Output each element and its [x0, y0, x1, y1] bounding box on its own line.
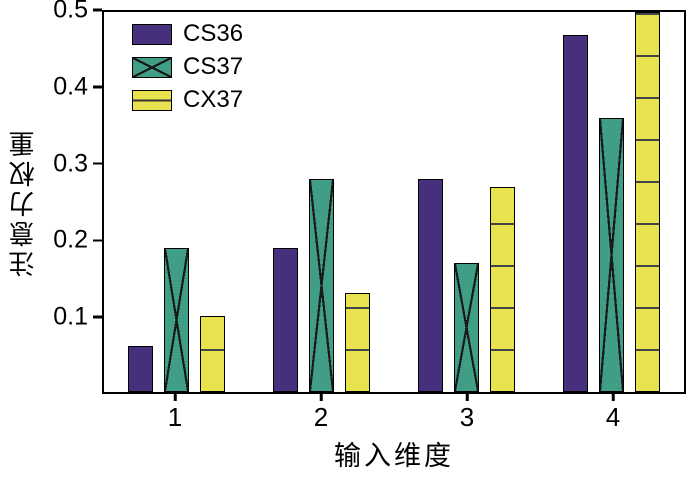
x-tick-label: 1	[167, 402, 183, 432]
y-tick-0.3: 0.3	[53, 149, 102, 178]
x-tick-label: 4	[605, 402, 621, 432]
y-tick-label: 0.4	[53, 72, 88, 101]
x-tick-1: 1	[102, 394, 248, 432]
y-tick-label: 0.5	[53, 0, 88, 24]
y-tick-mark	[93, 315, 102, 319]
bar-group-3	[394, 12, 539, 392]
y-tick-0.2: 0.2	[53, 226, 102, 255]
y-tick-mark	[93, 239, 102, 242]
y-axis-label: 注意力权重	[7, 127, 38, 277]
bar-cs37-x1	[164, 247, 189, 392]
bar-cs37-x4	[599, 118, 624, 392]
legend: CS36 CS37 CX37	[132, 20, 243, 114]
legend-item-cs36: CS36	[132, 20, 243, 48]
bar-cs36-x2	[273, 247, 298, 392]
y-tick-label: 0.3	[53, 149, 88, 178]
x-axis-label: 输入维度	[334, 441, 454, 471]
bar-cx37-x1	[200, 316, 225, 392]
x-tick-mark	[173, 394, 177, 401]
y-tick-label: 0.1	[53, 302, 88, 331]
legend-label: CS36	[183, 20, 244, 47]
bar-cs36-x4	[563, 34, 588, 392]
x-tick-mark	[611, 394, 615, 401]
x-tick-label: 3	[459, 402, 475, 432]
plot-area: CS36 CS37 CX37	[102, 10, 686, 394]
bar-cx37-x2	[345, 293, 370, 392]
legend-item-cs37: CS37	[132, 53, 243, 81]
x-tick-3: 3	[394, 394, 540, 432]
x-tick-label: 2	[313, 402, 329, 432]
bar-group-2	[249, 12, 394, 392]
legend-swatch-cs37	[132, 56, 172, 78]
bar-cs36-x3	[418, 179, 443, 392]
bar-cx37-x4	[635, 12, 660, 392]
x-axis: 1 2 3 4	[102, 394, 686, 432]
y-axis-label-cell: 注意力权重	[0, 10, 44, 394]
x-tick-2: 2	[248, 394, 394, 432]
bar-group-1	[104, 12, 249, 392]
bar-cs37-x2	[309, 179, 334, 392]
y-tick-0.5: 0.5	[53, 0, 102, 25]
bar-cs36-x1	[128, 346, 153, 392]
legend-swatch-cx37	[132, 89, 172, 111]
legend-swatch-cs36	[132, 23, 172, 45]
y-tick-mark	[93, 8, 102, 12]
y-tick-mark	[93, 85, 102, 89]
x-tick-mark	[319, 394, 323, 401]
y-tick-0.1: 0.1	[53, 303, 102, 332]
y-tick-0.4: 0.4	[53, 72, 102, 101]
bar-cx37-x3	[490, 186, 515, 392]
bar-cs37-x3	[454, 262, 479, 392]
y-tick-label: 0.2	[53, 225, 88, 254]
y-tick-mark	[93, 162, 102, 165]
x-tick-mark	[465, 394, 469, 401]
legend-label: CX37	[183, 86, 244, 113]
bar-group-4	[539, 12, 684, 392]
legend-item-cx37: CX37	[132, 86, 243, 114]
legend-label: CS37	[183, 53, 244, 80]
x-tick-4: 4	[540, 394, 686, 432]
y-axis: 0.1 0.2 0.3 0.4 0.5	[44, 0, 102, 394]
